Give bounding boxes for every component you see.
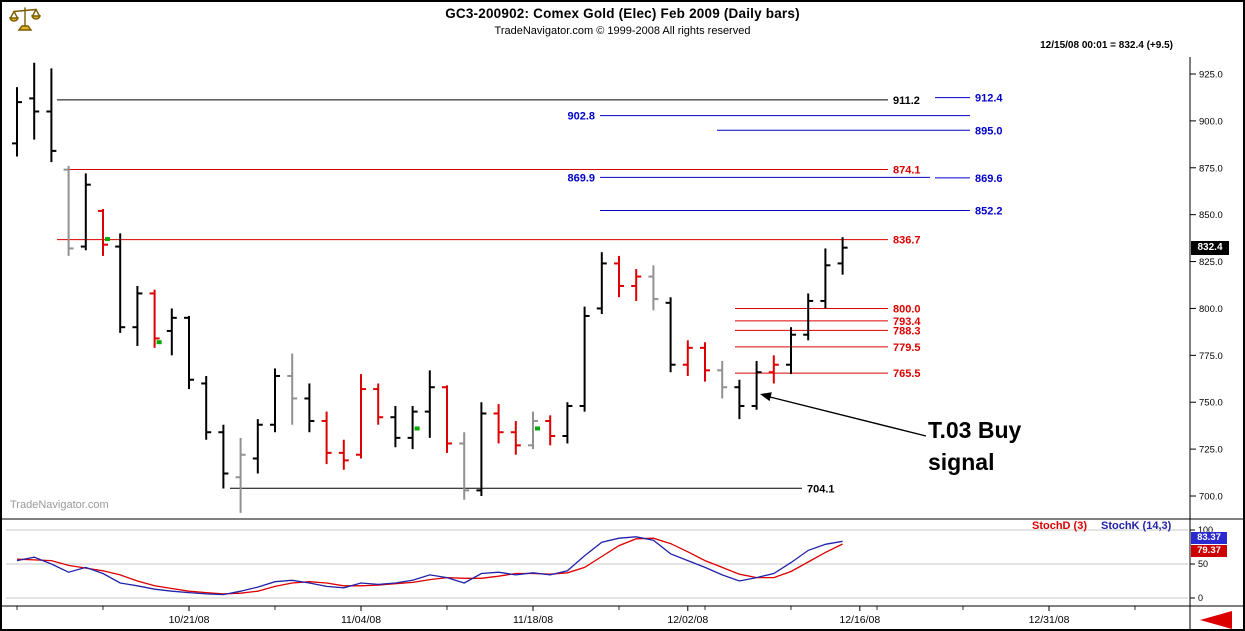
- scales-icon: [9, 7, 41, 31]
- svg-text:793.4: 793.4: [893, 316, 921, 328]
- ohlc-bars[interactable]: [12, 62, 848, 513]
- stochk-line: [16, 536, 843, 596]
- svg-text:12/16/08: 12/16/08: [839, 614, 880, 626]
- svg-text:779.5: 779.5: [893, 342, 921, 354]
- svg-text:869.6: 869.6: [975, 173, 1003, 185]
- svg-text:874.1: 874.1: [893, 164, 921, 176]
- svg-text:0: 0: [1198, 593, 1203, 603]
- svg-text:12/02/08: 12/02/08: [667, 614, 708, 626]
- svg-text:725.0: 725.0: [1199, 445, 1223, 456]
- stochd-value-badge: 79.37: [1191, 545, 1227, 557]
- svg-text:775.0: 775.0: [1199, 351, 1223, 362]
- svg-text:869.9: 869.9: [567, 172, 595, 184]
- svg-text:12/31/08: 12/31/08: [1029, 614, 1070, 626]
- stochk-label[interactable]: StochK (14,3): [1101, 520, 1172, 532]
- svg-text:765.5: 765.5: [893, 368, 921, 380]
- stochk-value-badge: 83.37: [1191, 532, 1227, 544]
- svg-text:925.0: 925.0: [1199, 70, 1223, 81]
- svg-text:895.0: 895.0: [975, 125, 1003, 137]
- svg-text:825.0: 825.0: [1199, 257, 1223, 268]
- green-signal-tick: [414, 426, 420, 431]
- buy-signal-annotation[interactable]: T.03 Buy signal: [928, 417, 1022, 475]
- svg-text:700.0: 700.0: [1199, 492, 1223, 503]
- last-price-badge: 832.4: [1191, 241, 1229, 255]
- svg-text:912.4: 912.4: [975, 93, 1003, 105]
- svg-text:704.1: 704.1: [807, 483, 835, 495]
- svg-text:10/21/08: 10/21/08: [169, 614, 210, 626]
- green-signal-tick: [156, 340, 162, 345]
- green-signal-tick: [105, 237, 110, 242]
- svg-text:902.8: 902.8: [567, 111, 595, 123]
- svg-text:11/18/08: 11/18/08: [513, 614, 553, 626]
- svg-text:800.0: 800.0: [893, 303, 921, 315]
- svg-text:852.2: 852.2: [975, 206, 1003, 218]
- chart-title: GC3-200902: Comex Gold (Elec) Feb 2009 (…: [445, 6, 800, 21]
- watermark-text: TradeNavigator.com: [10, 499, 109, 511]
- date-axis: 10/21/08 11/04/08 11/18/08 12/02/08 12/16/08…: [16, 606, 1136, 626]
- price-axis: 925.0 900.0 875.0 850.0 825.0 800.0 775.0 750.0…: [1189, 57, 1223, 629]
- quote-status-line: 12/15/08 00:01 = 832.4 (+9.5): [1040, 40, 1173, 51]
- svg-text:100: 100: [1198, 525, 1213, 535]
- svg-text:750.0: 750.0: [1199, 398, 1223, 409]
- price-level-lines: 911.2 912.4 902.8 895.0 874.1 869.9 869.6 852.2…: [57, 93, 1003, 495]
- svg-text:850.0: 850.0: [1199, 210, 1223, 221]
- copyright-line: TradeNavigator.com © 1999-2008 All right…: [494, 25, 751, 37]
- svg-text:788.3: 788.3: [893, 325, 921, 337]
- buy-signal-arrow: [760, 392, 927, 437]
- svg-text:836.7: 836.7: [893, 235, 921, 247]
- stochd-line: [16, 537, 843, 595]
- stoch-legend: StochD (3) StochK (14,3): [1032, 520, 1171, 532]
- svg-text:875.0: 875.0: [1199, 163, 1223, 174]
- svg-text:900.0: 900.0: [1199, 116, 1223, 127]
- svg-text:911.2: 911.2: [893, 95, 920, 107]
- svg-text:11/04/08: 11/04/08: [341, 614, 381, 626]
- svg-text:50: 50: [1198, 559, 1208, 569]
- svg-text:800.0: 800.0: [1199, 304, 1223, 315]
- scroll-left-arrow[interactable]: [1200, 611, 1232, 629]
- green-signal-tick: [535, 426, 540, 431]
- app-logo: [9, 5, 41, 33]
- stochastic-panel[interactable]: 100 50 0: [6, 525, 1213, 603]
- stochd-label[interactable]: StochD (3): [1032, 520, 1087, 532]
